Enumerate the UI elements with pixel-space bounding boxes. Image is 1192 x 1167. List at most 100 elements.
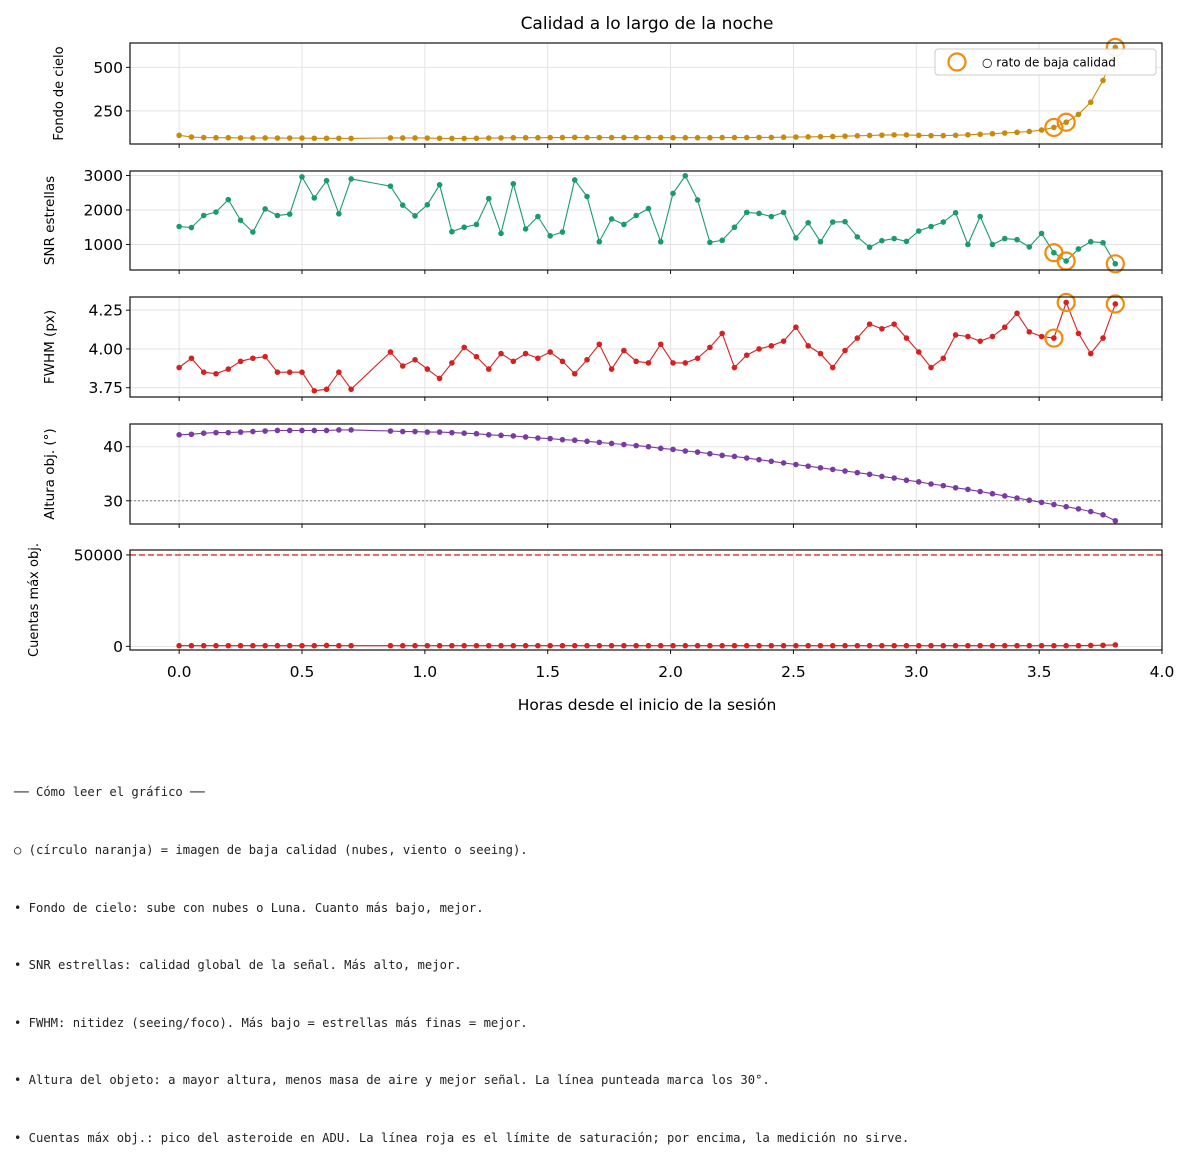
data-point <box>743 455 750 461</box>
data-point <box>1014 642 1020 649</box>
chart-title: Calidad a lo largo de la noche <box>521 14 774 34</box>
axes-frame <box>129 170 1163 271</box>
data-point <box>694 134 701 141</box>
data-point <box>188 642 195 649</box>
data-point <box>1063 119 1069 126</box>
data-point <box>866 642 873 649</box>
data-point <box>1001 130 1008 136</box>
data-point <box>274 369 281 375</box>
data-point <box>854 133 861 139</box>
data-point <box>1100 77 1106 84</box>
data-point <box>200 212 207 219</box>
data-point <box>547 134 553 141</box>
data-point <box>559 229 566 235</box>
data-point <box>584 193 590 200</box>
data-point <box>299 174 305 180</box>
data-point <box>485 195 492 202</box>
data-point <box>842 218 848 225</box>
data-point <box>510 134 517 141</box>
data-point <box>510 642 517 649</box>
data-point <box>225 429 232 436</box>
data-point <box>461 344 467 351</box>
data-point <box>510 180 517 187</box>
quality-chart: Calidad a lo largo de la noche 250 500 Fon… <box>27 14 1174 714</box>
data-point <box>286 135 293 141</box>
data-point <box>323 135 330 142</box>
data-point <box>1112 260 1119 267</box>
data-point <box>274 427 281 434</box>
data-point <box>485 642 492 649</box>
data-point <box>1075 246 1082 252</box>
data-point <box>793 642 799 649</box>
data-point <box>608 642 615 649</box>
data-point <box>188 355 195 362</box>
data-point <box>412 428 418 435</box>
data-point <box>188 134 195 140</box>
data-point <box>1063 642 1069 649</box>
data-point <box>262 353 268 360</box>
data-point <box>485 366 492 372</box>
data-point <box>559 134 566 141</box>
data-point <box>829 133 836 140</box>
data-point <box>449 642 455 649</box>
y-tick-label: 500 <box>93 59 123 77</box>
data-point <box>670 642 676 649</box>
data-point <box>1087 508 1094 515</box>
data-point <box>1051 249 1057 256</box>
data-point <box>461 135 467 142</box>
data-point <box>571 437 578 444</box>
data-point <box>829 219 836 225</box>
data-point <box>299 427 305 434</box>
data-point <box>817 238 824 245</box>
data-point <box>1063 258 1069 264</box>
data-point <box>903 642 910 649</box>
y-tick-label: 3000 <box>84 167 123 185</box>
data-point <box>424 642 431 649</box>
data-point <box>1026 244 1033 250</box>
data-point <box>793 134 799 140</box>
data-point <box>336 369 342 375</box>
data-point <box>866 471 873 478</box>
panel-4: 30 40 Altura obj. (°) <box>42 423 1163 528</box>
data-point <box>311 642 318 649</box>
data-point <box>323 386 330 393</box>
data-point <box>1075 506 1082 512</box>
data-point <box>237 358 244 365</box>
data-point <box>323 177 330 184</box>
data-point <box>473 221 480 228</box>
data-point <box>707 344 713 351</box>
data-point <box>621 134 627 141</box>
data-point <box>817 350 824 357</box>
data-point <box>225 642 232 649</box>
data-point <box>473 135 480 142</box>
data-point <box>657 642 664 649</box>
legend-marker <box>947 52 967 72</box>
data-point <box>903 335 910 341</box>
legend-box <box>934 48 1157 76</box>
data-point <box>756 210 762 217</box>
data-point <box>768 134 775 141</box>
data-point <box>1100 239 1106 246</box>
data-point <box>854 469 861 476</box>
data-point <box>535 134 541 141</box>
data-point <box>299 135 305 141</box>
data-point <box>879 325 885 332</box>
data-point <box>596 642 603 649</box>
data-point <box>571 177 578 183</box>
data-point <box>176 364 182 371</box>
data-point <box>940 355 947 362</box>
data-point <box>436 429 443 435</box>
data-point <box>952 132 959 139</box>
data-point <box>829 466 836 473</box>
panel-3: 3.75 4.00 4.25 FWHM (px) <box>42 292 1163 401</box>
data-point <box>274 212 281 219</box>
data-point <box>952 484 959 491</box>
data-point <box>399 428 406 435</box>
data-point <box>1075 330 1082 337</box>
data-point <box>903 477 910 484</box>
data-point <box>461 224 467 231</box>
data-point <box>866 321 873 327</box>
data-point <box>485 432 492 438</box>
data-point <box>854 335 861 341</box>
data-point <box>817 464 824 471</box>
